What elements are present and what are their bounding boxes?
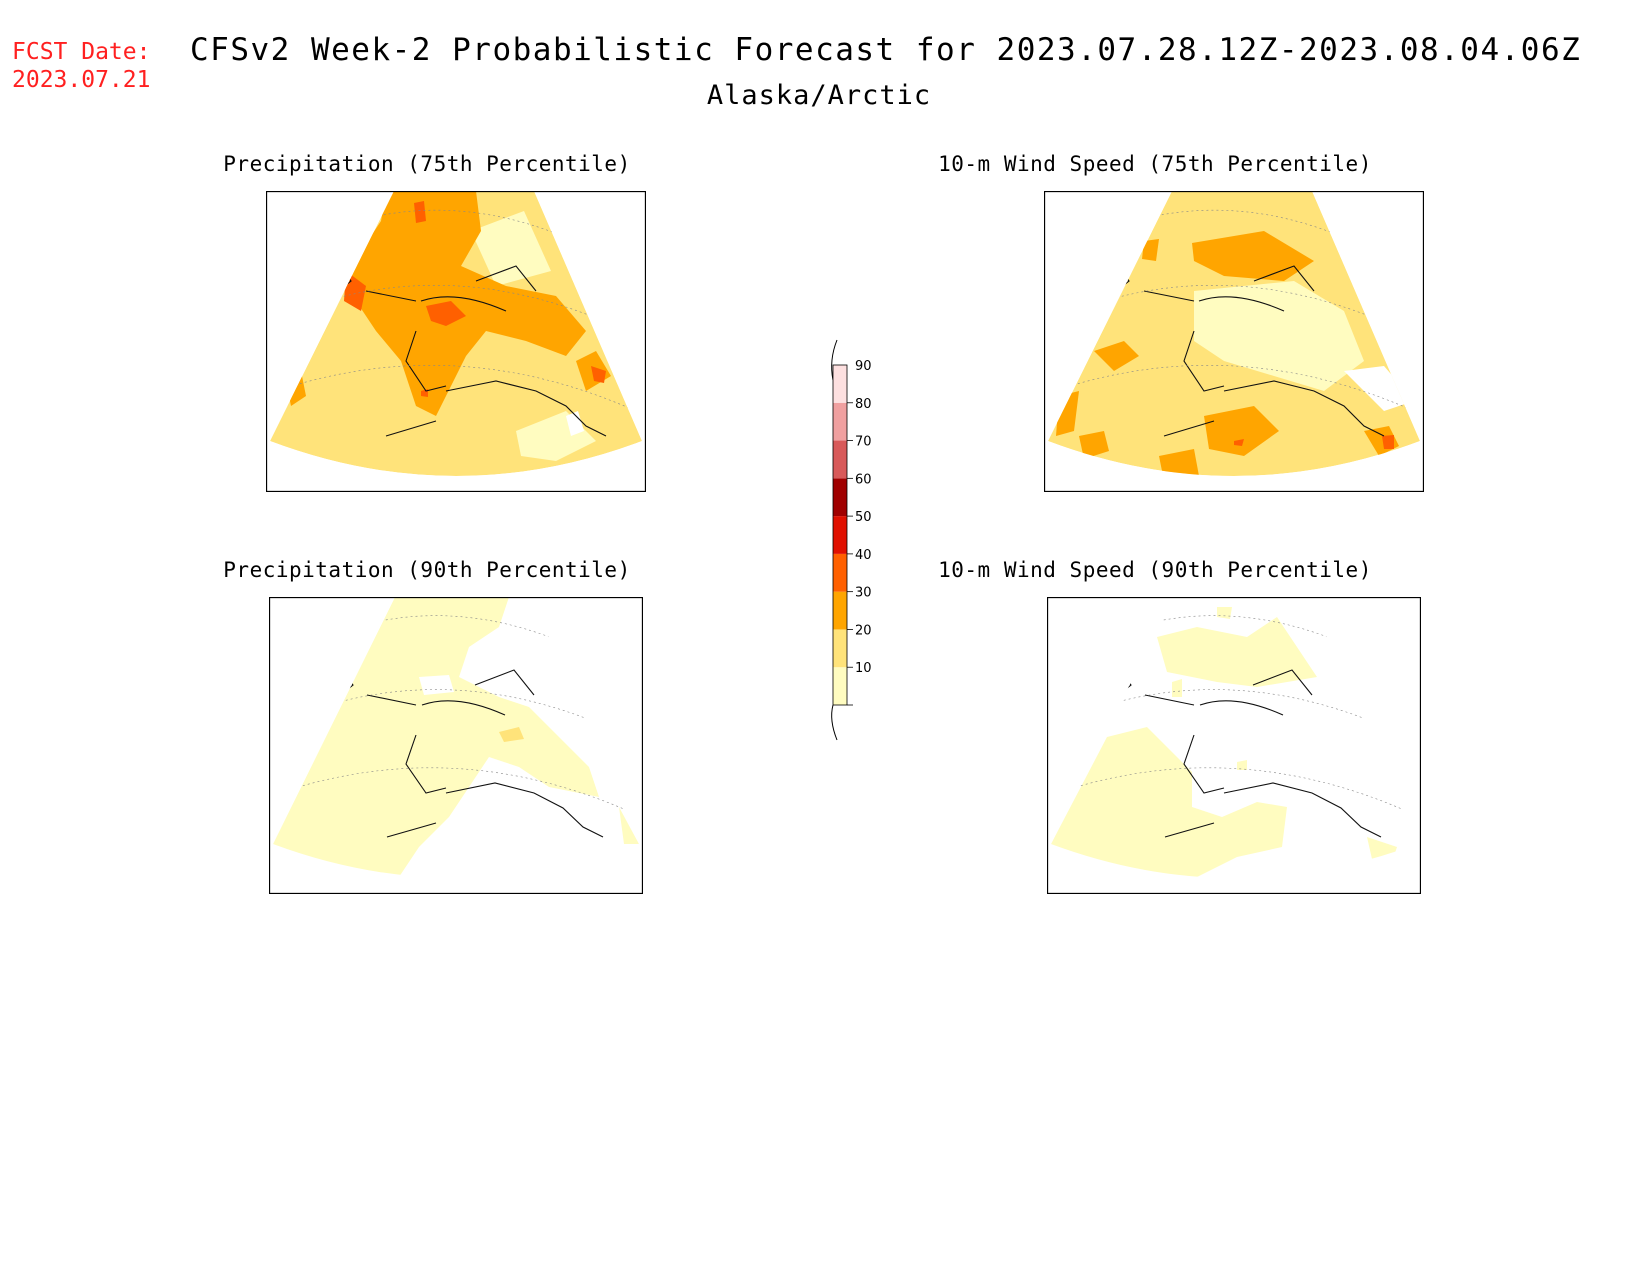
precip90-frame [269, 597, 643, 894]
panel-title-precip-75: Precipitation (75th Percentile) [223, 152, 631, 176]
map-panel-wind-90 [1047, 597, 1421, 894]
colorbar-swatch [833, 667, 847, 705]
page-title: CFSv2 Week-2 Probabilistic Forecast for … [190, 32, 1582, 68]
wind90-light-center [1237, 760, 1247, 770]
colorbar-tick-label: 40 [855, 548, 872, 563]
wind75-white-patch [1344, 366, 1414, 411]
wind75-high-patch-1 [1234, 439, 1244, 446]
precip75-light-patch [471, 211, 551, 286]
colorbar-labels: 10 20 30 40 50 60 70 80 90 [847, 359, 872, 706]
colorbar-border [832, 364, 848, 706]
precip90-white-gap [419, 675, 454, 695]
precip90-light-east [619, 807, 639, 844]
wind75-moderate-ssw [1079, 431, 1109, 459]
colorbar-tick-label: 60 [855, 472, 872, 487]
map-wind-75 [1044, 191, 1424, 492]
colorbar-tick-label: 90 [855, 359, 872, 374]
wind90-light-north [1157, 617, 1317, 687]
colorbar-swatch [833, 591, 847, 630]
wind75-moderate-north [1192, 231, 1314, 281]
colorbar-swatch [833, 402, 847, 441]
region-subtitle: Alaska/Arctic [0, 80, 1650, 111]
forecast-date-block: FCST Date: 2023.07.21 [12, 38, 150, 94]
precip75-high-patch-3 [591, 366, 606, 383]
panel-title-wind-90: 10-m Wind Speed (90th Percentile) [938, 558, 1372, 582]
colorbar-boxes [832, 364, 848, 706]
colorbar-swatch [833, 440, 847, 479]
map-panel-precip-90 [269, 597, 643, 894]
precip75-high-patch-1 [344, 271, 366, 311]
wind75-moderate-south [1204, 406, 1279, 456]
region-label: Alaska/Arctic [706, 80, 932, 111]
colorbar-tick-label: 50 [855, 510, 872, 525]
colorbar-top-cap [831, 339, 838, 381]
colorbar-swatch [833, 629, 847, 668]
map-wind-90 [1047, 597, 1421, 894]
colorbar-tick-label: 10 [855, 661, 872, 676]
wind90-coastline [1095, 665, 1382, 838]
wind90-light-north-dot [1217, 607, 1232, 619]
wind90-frame [1047, 597, 1421, 894]
colorbar-svg: 10 20 30 40 50 60 70 80 90 [831, 339, 872, 741]
fcst-date-value: 2023.07.21 [12, 67, 151, 93]
wind90-light-southwest [1051, 727, 1287, 878]
wind90-light-nw [1172, 679, 1182, 697]
fcst-date-label: FCST Date: [12, 39, 151, 65]
map-panel-wind-75 [1044, 191, 1424, 492]
precip75-high-patch-2 [426, 301, 466, 326]
colorbar-swatch [833, 553, 847, 592]
precip90-moderate-patch [499, 727, 524, 742]
precip75-coastline [315, 260, 607, 437]
wind75-moderate-nw [1142, 239, 1159, 261]
colorbar-tick-label: 30 [855, 586, 872, 601]
colorbar-swatch [833, 365, 847, 403]
colorbar-swatch [833, 516, 847, 554]
colorbar-swatch [833, 478, 847, 517]
precip75-high-patch-4 [414, 201, 426, 223]
colorbar-tick-label: 70 [855, 435, 872, 450]
wind75-frame [1044, 191, 1424, 492]
precip75-white-patch [566, 411, 584, 436]
precip75-frame [266, 191, 646, 492]
colorbar-tick-label: 80 [855, 397, 872, 412]
colorbar: 10 20 30 40 50 60 70 80 90 [815, 330, 875, 754]
precip90-coastline [317, 665, 604, 838]
wind75-light-region [1194, 281, 1364, 391]
panel-title-wind-75: 10-m Wind Speed (75th Percentile) [938, 152, 1372, 176]
map-precip-75 [266, 191, 646, 492]
wind75-coastline [1093, 260, 1385, 437]
precip75-moderate-region [336, 191, 586, 416]
colorbar-tick-label: 20 [855, 623, 872, 638]
map-panel-precip-75 [266, 191, 646, 492]
wind75-high-patch-2 [1382, 435, 1394, 449]
wind75-moderate-w [1094, 341, 1139, 371]
precip90-light-region [273, 597, 599, 878]
colorbar-bottom-cap [831, 704, 838, 741]
map-precip-90 [269, 597, 643, 894]
panel-title-precip-90: Precipitation (90th Percentile) [223, 558, 631, 582]
